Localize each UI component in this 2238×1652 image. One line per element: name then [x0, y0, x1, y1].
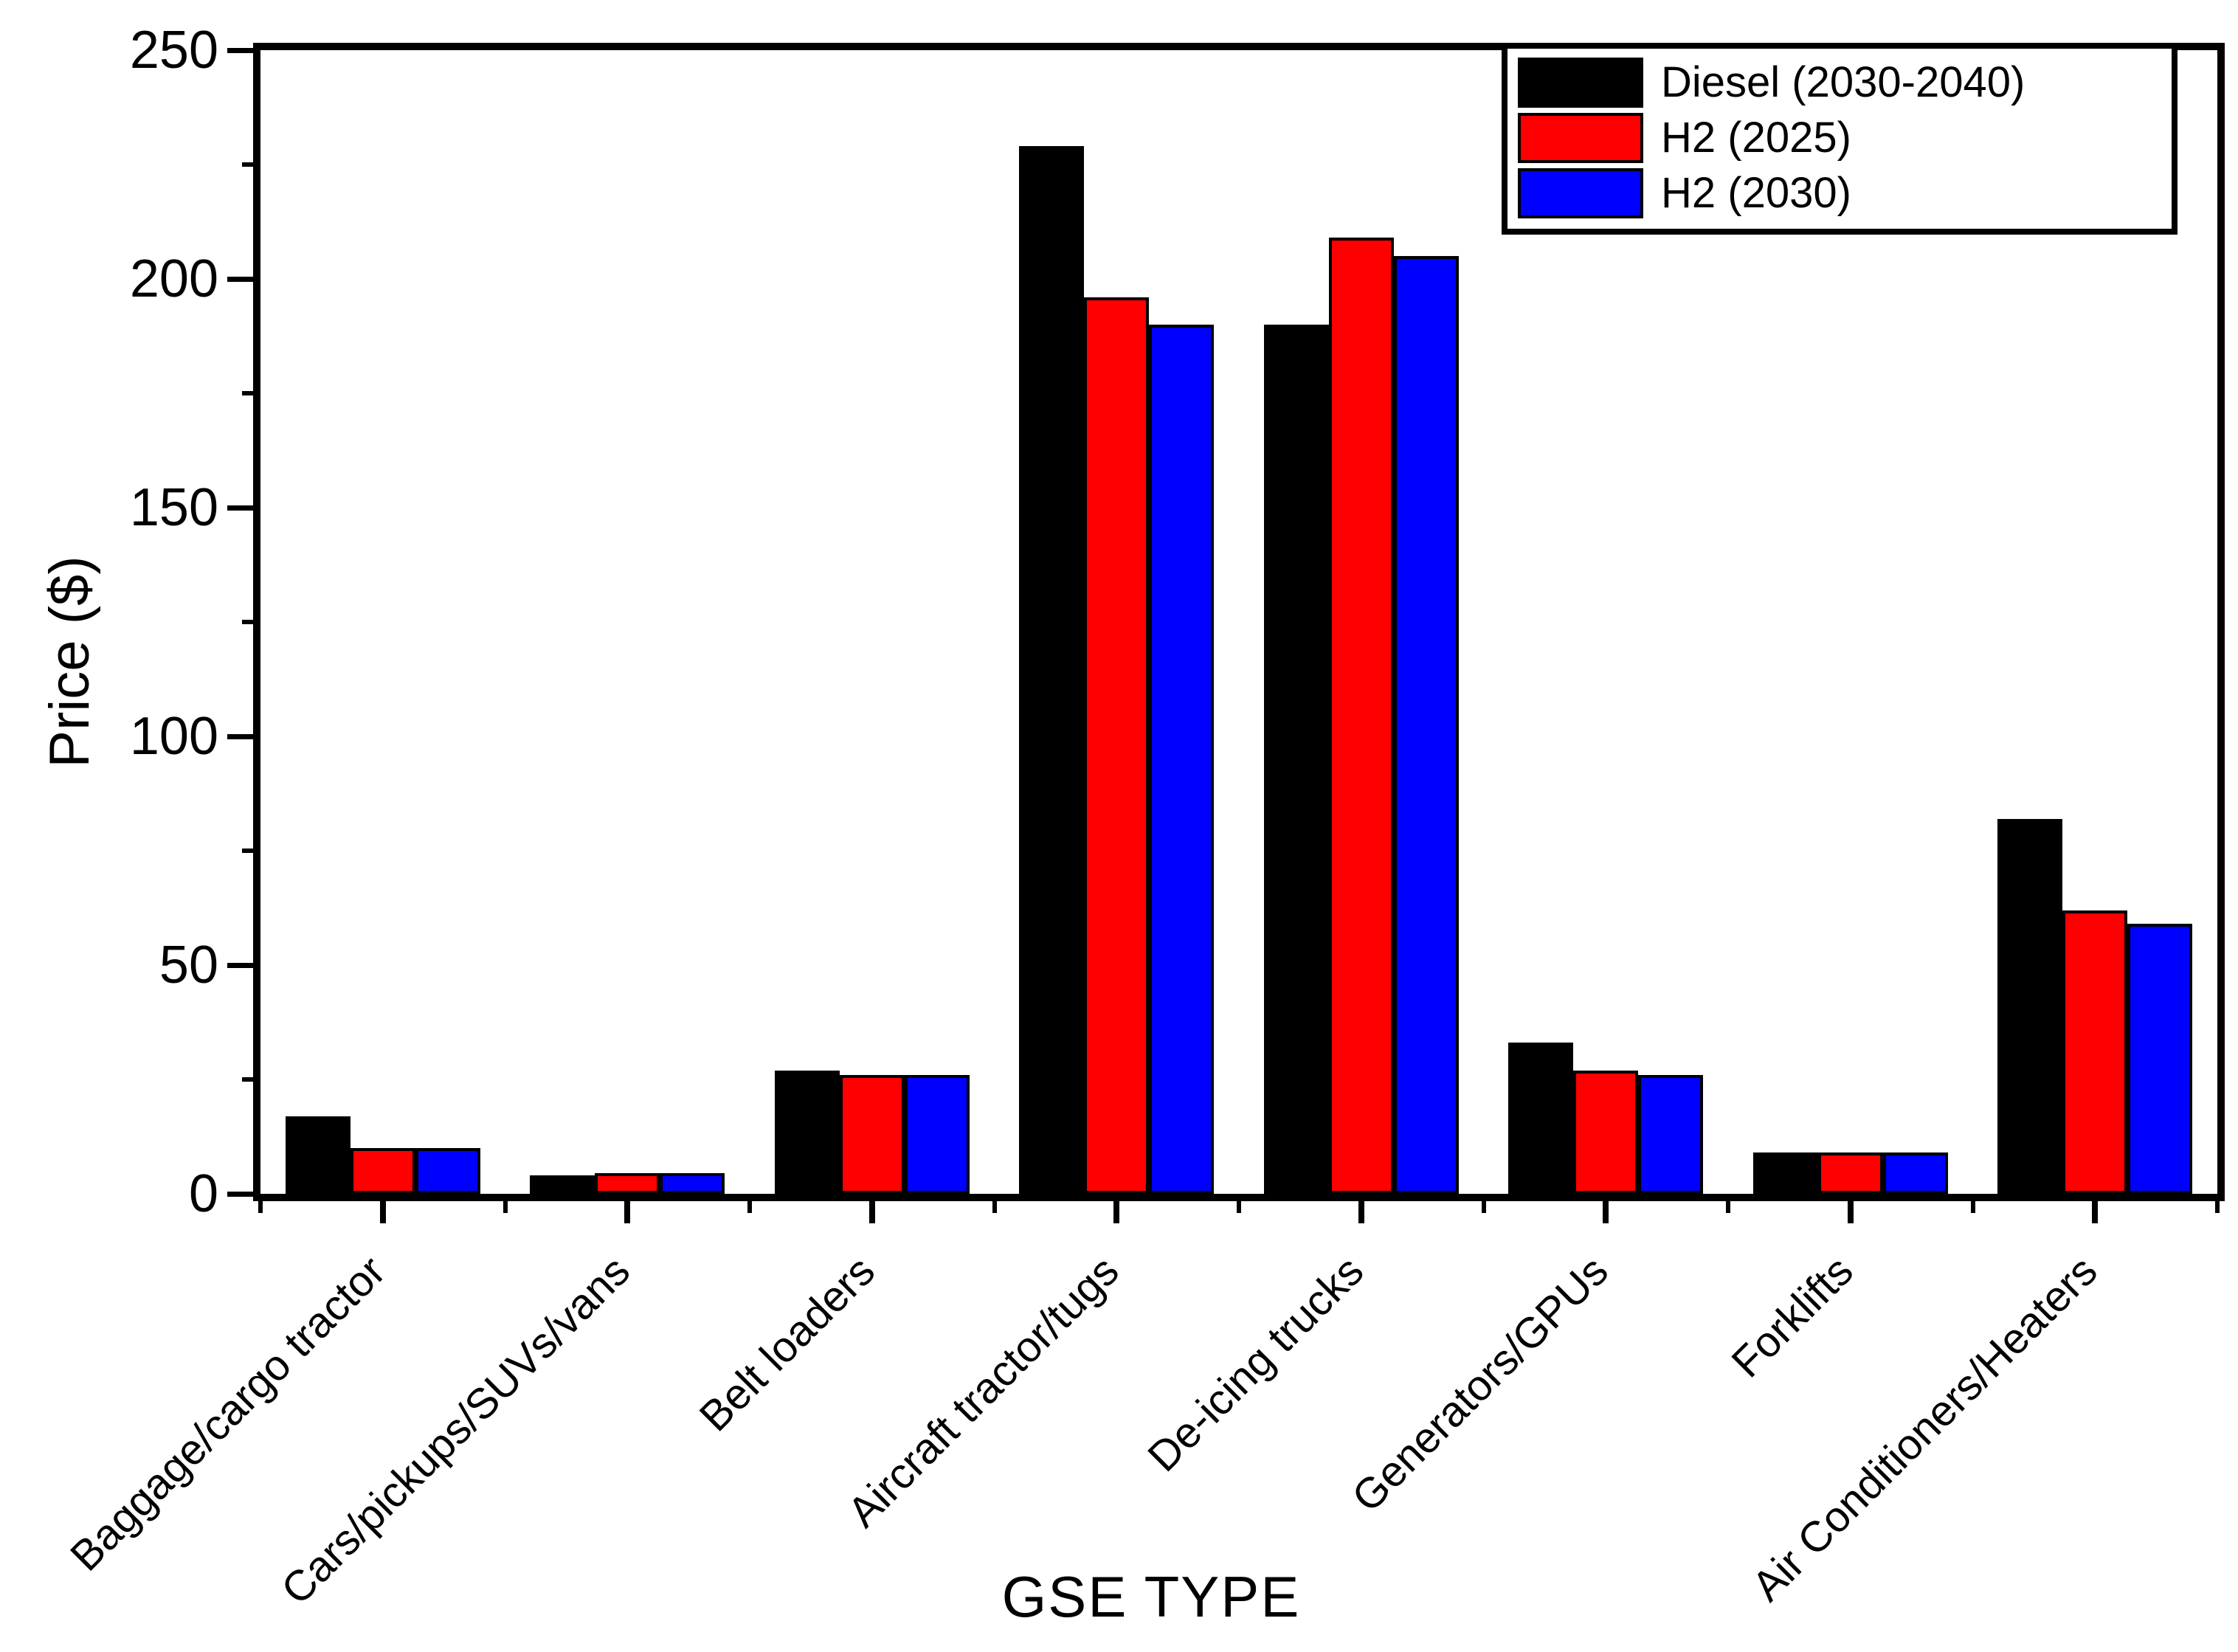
y-tick-label: 100: [129, 707, 218, 766]
x-major-tick: [624, 1201, 630, 1223]
legend: Diesel (2030-2040) H2 (2025) H2 (2030): [1502, 43, 2177, 235]
x-major-tick: [1113, 1201, 1119, 1223]
legend-label: Diesel (2030-2040): [1661, 58, 2025, 106]
legend-item: H2 (2030): [1518, 168, 2161, 218]
bar-6-3: [1638, 1075, 1703, 1194]
bar-2-1: [530, 1175, 595, 1194]
y-major-tick: [227, 1192, 253, 1197]
bar-4-2: [1084, 297, 1149, 1194]
x-category-label-text: De-icing trucks: [1139, 1246, 1373, 1482]
y-tick-label: 200: [129, 249, 218, 308]
legend-label: H2 (2025): [1661, 114, 1851, 162]
x-minor-tick: [2215, 1201, 2220, 1213]
x-minor-tick: [258, 1201, 263, 1213]
bar-6-2: [1573, 1071, 1638, 1194]
x-major-tick: [869, 1201, 875, 1223]
y-major-tick: [227, 48, 253, 53]
y-axis-title: Price ($): [38, 556, 101, 768]
bar-7-2: [1818, 1152, 1883, 1194]
x-minor-tick: [747, 1201, 752, 1213]
x-category-label-text: Forklifts: [1722, 1246, 1862, 1387]
y-minor-tick: [242, 620, 253, 624]
y-tick-label: 0: [188, 1164, 218, 1223]
legend-item: Diesel (2030-2040): [1518, 58, 2161, 108]
x-category-label-text: Generators/GPUs: [1342, 1246, 1617, 1521]
legend-label: H2 (2030): [1661, 169, 1851, 217]
y-major-tick: [227, 963, 253, 968]
legend-swatch-3: [1518, 168, 1643, 218]
x-category-label-text: Aircraft tractor/tugs: [838, 1246, 1128, 1537]
bar-7-1: [1753, 1152, 1818, 1194]
x-major-tick: [1848, 1201, 1854, 1223]
plot-area: [253, 43, 2225, 1201]
bar-6-1: [1508, 1043, 1573, 1194]
bar-5-1: [1264, 325, 1329, 1194]
x-minor-tick: [1726, 1201, 1730, 1213]
bar-3-3: [905, 1075, 970, 1194]
bar-8-3: [2127, 924, 2192, 1194]
y-minor-tick: [242, 1077, 253, 1082]
bar-3-2: [840, 1075, 905, 1194]
y-minor-tick: [242, 849, 253, 853]
y-tick-label: 150: [129, 478, 218, 537]
bar-5-2: [1329, 238, 1394, 1194]
x-major-tick: [380, 1201, 386, 1223]
legend-swatch-1: [1518, 58, 1643, 108]
bar-1-2: [350, 1148, 415, 1194]
y-minor-tick: [242, 391, 253, 395]
bar-4-1: [1019, 146, 1084, 1194]
bar-2-2: [595, 1173, 660, 1194]
y-major-tick: [227, 277, 253, 282]
bar-5-3: [1394, 256, 1459, 1194]
x-minor-tick: [1482, 1201, 1486, 1213]
x-axis-title: GSE TYPE: [1001, 1564, 1301, 1629]
y-tick-label: 250: [129, 21, 218, 80]
y-major-tick: [227, 734, 253, 739]
bar-7-3: [1883, 1152, 1948, 1194]
y-major-tick: [227, 505, 253, 511]
x-minor-tick: [503, 1201, 508, 1213]
legend-item: H2 (2025): [1518, 113, 2161, 163]
x-major-tick: [1603, 1201, 1609, 1223]
x-category-label-text: Belt loaders: [690, 1246, 884, 1441]
bar-4-3: [1149, 325, 1214, 1194]
y-minor-tick: [242, 162, 253, 167]
x-minor-tick: [1971, 1201, 1975, 1213]
legend-swatch-2: [1518, 113, 1643, 163]
x-major-tick: [2092, 1201, 2098, 1223]
bar-8-1: [1997, 819, 2062, 1194]
bar-8-2: [2062, 910, 2127, 1194]
y-tick-label: 50: [159, 936, 218, 995]
x-minor-tick: [1237, 1201, 1241, 1213]
bar-1-1: [286, 1116, 350, 1194]
x-minor-tick: [992, 1201, 997, 1213]
bar-2-3: [660, 1173, 725, 1194]
bar-3-1: [775, 1071, 840, 1194]
x-major-tick: [1358, 1201, 1364, 1223]
bar-1-3: [415, 1148, 480, 1194]
